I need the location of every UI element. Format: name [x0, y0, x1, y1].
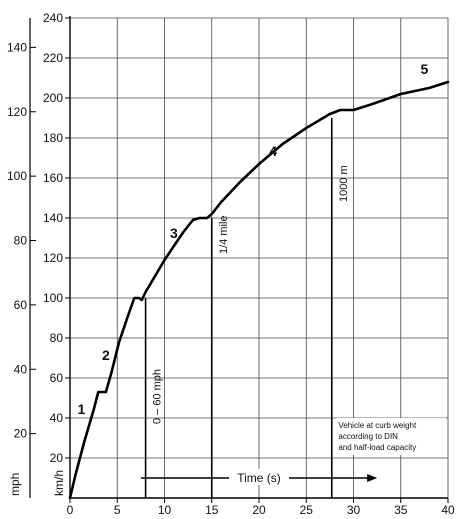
milestone-label: 0 – 60 mph: [152, 369, 164, 424]
kmh-tick-label: 140: [43, 211, 63, 225]
series: [68, 80, 450, 500]
vehicle-note: Vehicle at curb weight according to DIN an…: [336, 418, 446, 455]
kmh-tick-label: 20: [50, 451, 64, 465]
gear-label: 5: [420, 61, 428, 77]
x-tick-label: 35: [394, 503, 408, 517]
mph-tick-label: 100: [7, 169, 27, 183]
kmh-tick-label: 80: [50, 331, 64, 345]
mph-tick-label: 60: [14, 298, 28, 312]
note-background: [336, 418, 446, 455]
kmh-tick-label: 160: [43, 171, 63, 185]
mph-tick-label: 20: [14, 427, 28, 441]
kmh-tick-label: 120: [43, 251, 63, 265]
x-tick-label: 15: [205, 503, 219, 517]
gear-label: 1: [77, 401, 85, 417]
milestone-markers: 0 – 60 mph 1/4 mile 1000 m: [144, 118, 350, 498]
note-line: and half-load capacity: [338, 443, 416, 452]
time-axis-title: Time (s): [237, 471, 281, 485]
mph-tick-label: 120: [7, 105, 27, 119]
kmh-tick-label: 60: [50, 371, 64, 385]
time-label-background: [229, 469, 289, 485]
kmh-axis-title: km/h: [52, 470, 66, 496]
x-tick-label: 5: [114, 503, 121, 517]
kmh-tick-label: 240: [43, 11, 63, 25]
annotations: Time (s): [140, 469, 378, 485]
kmh-tick-label: 200: [43, 91, 63, 105]
milestone-label: 1000 m: [338, 165, 350, 202]
gear-label: 3: [170, 225, 178, 241]
mph-tick-label: 80: [14, 234, 28, 248]
note-line: according to DIN: [338, 432, 398, 441]
x-tick-label: 0: [67, 503, 74, 517]
mph-tick-label: 40: [14, 362, 28, 376]
x-tick-label: 40: [441, 503, 455, 517]
axes: [29, 16, 449, 503]
x-tick-label: 25: [300, 503, 314, 517]
kmh-tick-label: 40: [50, 411, 64, 425]
note-line: Vehicle at curb weight: [338, 421, 417, 430]
kmh-tick-label: 220: [43, 51, 63, 65]
acceleration-curve: [68, 80, 450, 500]
x-tick-label: 30: [347, 503, 361, 517]
x-tick-label: 10: [158, 503, 172, 517]
mph-tick-label: 140: [7, 40, 27, 54]
time-arrow-head: [367, 474, 378, 482]
mph-axis-title: mph: [8, 473, 22, 496]
tick-labels: 0 5 10 15 20 25 30 35 40204060801001201401601802…: [7, 11, 455, 517]
milestone-label: 1/4 mile: [218, 215, 230, 254]
kmh-tick-label: 180: [43, 131, 63, 145]
grid: [70, 17, 449, 498]
gear-labels: 1 2 3 4 5: [77, 61, 428, 417]
x-tick-label: 20: [252, 503, 266, 517]
kmh-tick-label: 100: [43, 291, 63, 305]
gear-label: 2: [102, 347, 110, 363]
gear-label: 4: [269, 143, 277, 159]
